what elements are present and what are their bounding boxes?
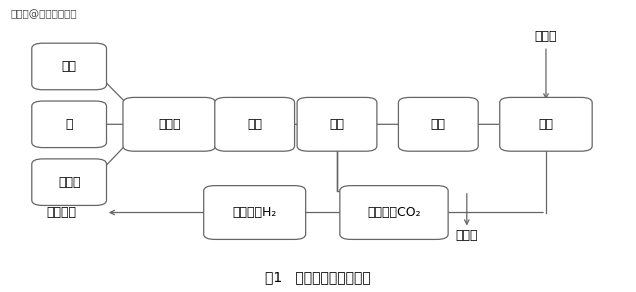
FancyBboxPatch shape <box>32 159 106 206</box>
FancyBboxPatch shape <box>340 186 448 239</box>
FancyBboxPatch shape <box>500 98 592 151</box>
FancyBboxPatch shape <box>32 43 106 90</box>
Text: 水蒸气: 水蒸气 <box>58 176 80 189</box>
Text: 图1   典型煤制氢工艺流程: 图1 典型煤制氢工艺流程 <box>265 271 371 285</box>
FancyBboxPatch shape <box>204 186 306 239</box>
FancyBboxPatch shape <box>398 98 478 151</box>
Text: 煤: 煤 <box>66 118 73 131</box>
Text: 净化: 净化 <box>247 118 262 131</box>
Text: 干燥: 干燥 <box>539 118 553 131</box>
FancyBboxPatch shape <box>32 101 106 147</box>
Text: 水蒸气: 水蒸气 <box>535 29 557 43</box>
Text: 产品氢气: 产品氢气 <box>46 206 76 219</box>
FancyBboxPatch shape <box>123 98 216 151</box>
Text: 空气: 空气 <box>62 60 77 73</box>
Text: 压缩: 压缩 <box>329 118 345 131</box>
Text: 变换: 变换 <box>431 118 446 131</box>
FancyBboxPatch shape <box>215 98 294 151</box>
Text: 搜狐号@四川蜀泰化工: 搜狐号@四川蜀泰化工 <box>11 9 78 19</box>
Text: 弛放气: 弛放气 <box>455 229 478 242</box>
FancyBboxPatch shape <box>297 98 377 151</box>
Text: 煤造气: 煤造气 <box>158 118 181 131</box>
Text: 变压吸附H₂: 变压吸附H₂ <box>233 206 277 219</box>
Text: 变压吸附CO₂: 变压吸附CO₂ <box>367 206 421 219</box>
